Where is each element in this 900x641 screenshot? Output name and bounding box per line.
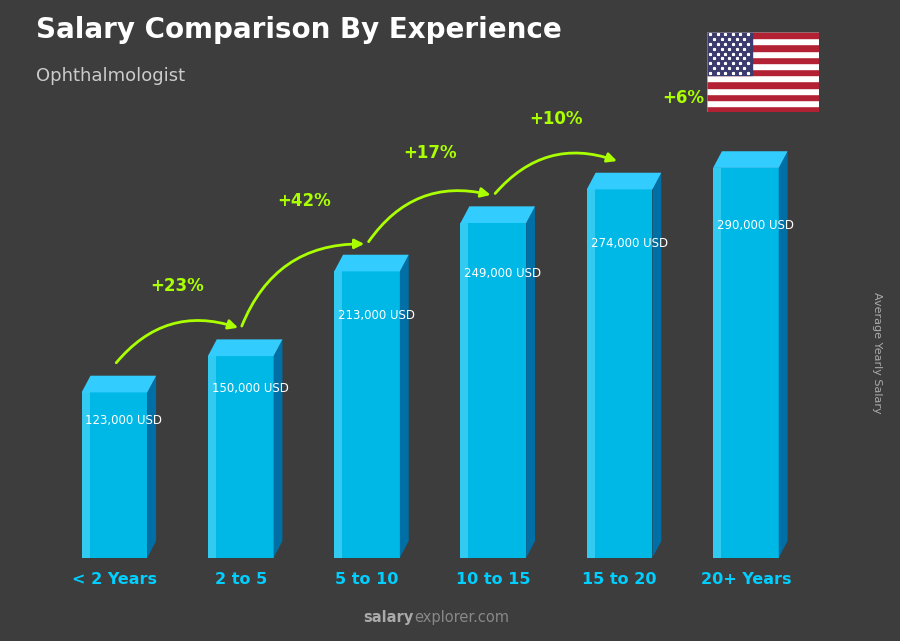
Bar (706, 94, 819, 100)
Text: 274,000 USD: 274,000 USD (590, 237, 668, 250)
Polygon shape (148, 376, 156, 558)
Text: Ophthalmologist: Ophthalmologist (36, 67, 185, 85)
Bar (706, 69, 819, 75)
Text: explorer.com: explorer.com (414, 610, 509, 625)
Text: 123,000 USD: 123,000 USD (86, 414, 162, 427)
Text: +10%: +10% (530, 110, 583, 128)
Bar (82, 392, 148, 558)
Bar (706, 51, 819, 56)
Bar (706, 106, 819, 112)
Bar (713, 168, 721, 558)
Polygon shape (526, 206, 535, 558)
Polygon shape (82, 376, 156, 392)
Text: 150,000 USD: 150,000 USD (212, 382, 289, 395)
Text: Salary Comparison By Experience: Salary Comparison By Experience (36, 16, 562, 44)
Polygon shape (334, 254, 409, 271)
Bar (706, 32, 752, 75)
Bar (706, 100, 819, 106)
Bar (208, 356, 274, 558)
Text: +23%: +23% (150, 277, 204, 295)
Bar (706, 32, 819, 38)
Bar (82, 392, 89, 558)
Bar (706, 56, 819, 63)
Text: +17%: +17% (403, 144, 457, 162)
Text: 213,000 USD: 213,000 USD (338, 308, 415, 322)
Bar (713, 168, 778, 558)
Bar (587, 189, 595, 558)
Text: 290,000 USD: 290,000 USD (717, 219, 794, 231)
Text: 249,000 USD: 249,000 USD (464, 267, 542, 279)
Bar (461, 223, 468, 558)
Bar (334, 271, 342, 558)
Polygon shape (461, 206, 535, 223)
Text: +42%: +42% (277, 192, 331, 210)
Polygon shape (587, 172, 662, 189)
Bar (706, 38, 819, 44)
Text: +6%: +6% (662, 89, 704, 107)
Bar (461, 223, 526, 558)
Bar (706, 88, 819, 94)
Bar (587, 189, 652, 558)
Bar (706, 75, 819, 81)
Polygon shape (652, 172, 662, 558)
Bar (706, 63, 819, 69)
Text: salary: salary (364, 610, 414, 625)
Polygon shape (274, 339, 283, 558)
Polygon shape (713, 151, 788, 168)
Bar (706, 44, 819, 51)
Polygon shape (778, 151, 788, 558)
Text: Average Yearly Salary: Average Yearly Salary (872, 292, 883, 413)
Bar (208, 356, 216, 558)
Polygon shape (208, 339, 283, 356)
Bar (334, 271, 400, 558)
Polygon shape (400, 254, 409, 558)
Bar (706, 81, 819, 88)
